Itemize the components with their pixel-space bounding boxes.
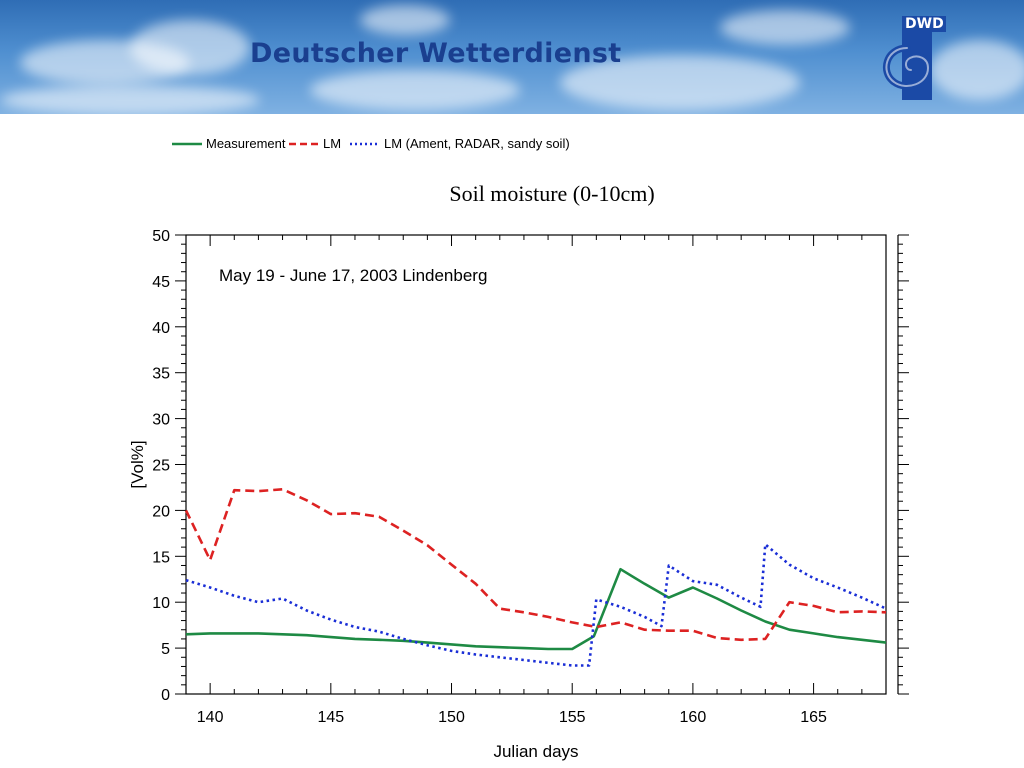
chart-annotation: May 19 - June 17, 2003 Lindenberg — [219, 266, 487, 285]
y-tick-label: 40 — [152, 320, 170, 337]
legend-label-lm-ament: LM (Ament, RADAR, sandy soil) — [384, 136, 570, 151]
x-tick-label: 165 — [800, 709, 827, 726]
chart-title: Soil moisture (0-10cm) — [449, 181, 655, 206]
dwd-logo-text: DWD — [903, 16, 946, 32]
y-tick-label: 30 — [152, 412, 170, 429]
plot-frame — [185, 234, 887, 695]
dwd-banner: Deutscher Wetterdienst DWD — [0, 0, 1024, 114]
y-tick-label: 25 — [152, 458, 170, 475]
legend-item-measurement: Measurement — [172, 136, 285, 151]
legend-label-measurement: Measurement — [206, 136, 286, 151]
x-tick-label: 150 — [438, 709, 465, 726]
y-tick-label: 5 — [161, 641, 170, 658]
legend-item-lm-ament: LM (Ament, RADAR, sandy soil) — [350, 136, 570, 151]
legend-item-lm: LM — [289, 136, 341, 151]
legend-line-measurement — [172, 142, 202, 145]
banner-title: Deutscher Wetterdienst — [250, 38, 622, 69]
x-tick-label: 155 — [559, 709, 586, 726]
x-tick-label: 160 — [680, 709, 707, 726]
x-tick-label: 145 — [317, 709, 344, 726]
x-tick-label: 140 — [197, 709, 224, 726]
series-line-lm — [184, 487, 887, 642]
legend-label-lm: LM — [323, 136, 342, 151]
x-axis-label: Julian days — [493, 742, 578, 761]
legend-line-lm — [289, 142, 319, 145]
legend-line-lm-ament — [350, 142, 380, 145]
y-tick-label: 0 — [161, 687, 170, 704]
series-line-lm-ament — [185, 543, 887, 667]
y-axis-label: [Vol%] — [128, 440, 147, 488]
y-tick-label: 45 — [152, 274, 170, 291]
y-tick-label: 35 — [152, 366, 170, 383]
y-tick-label: 20 — [152, 503, 170, 520]
y-tick-label: 10 — [152, 595, 170, 612]
series-line-measurement — [185, 567, 887, 651]
y-tick-label: 50 — [152, 228, 170, 245]
y-tick-label: 15 — [152, 549, 170, 566]
